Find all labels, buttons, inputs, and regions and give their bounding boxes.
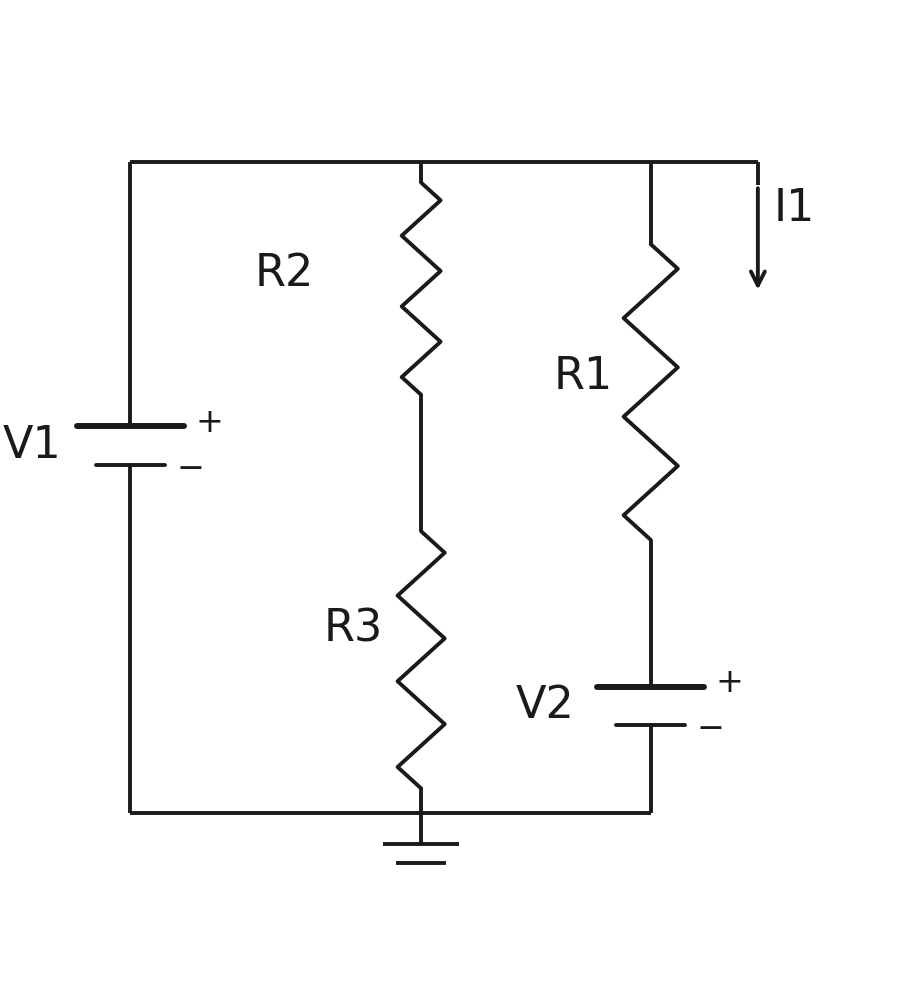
Text: +: + — [196, 406, 223, 439]
Text: +: + — [716, 666, 744, 699]
Text: R1: R1 — [553, 355, 613, 398]
Text: R2: R2 — [255, 252, 314, 295]
Text: V1: V1 — [3, 424, 62, 467]
Text: −: − — [177, 452, 205, 485]
Text: R3: R3 — [324, 607, 383, 651]
Text: V2: V2 — [515, 684, 574, 727]
Text: −: − — [697, 713, 725, 745]
Text: I1: I1 — [773, 187, 814, 230]
